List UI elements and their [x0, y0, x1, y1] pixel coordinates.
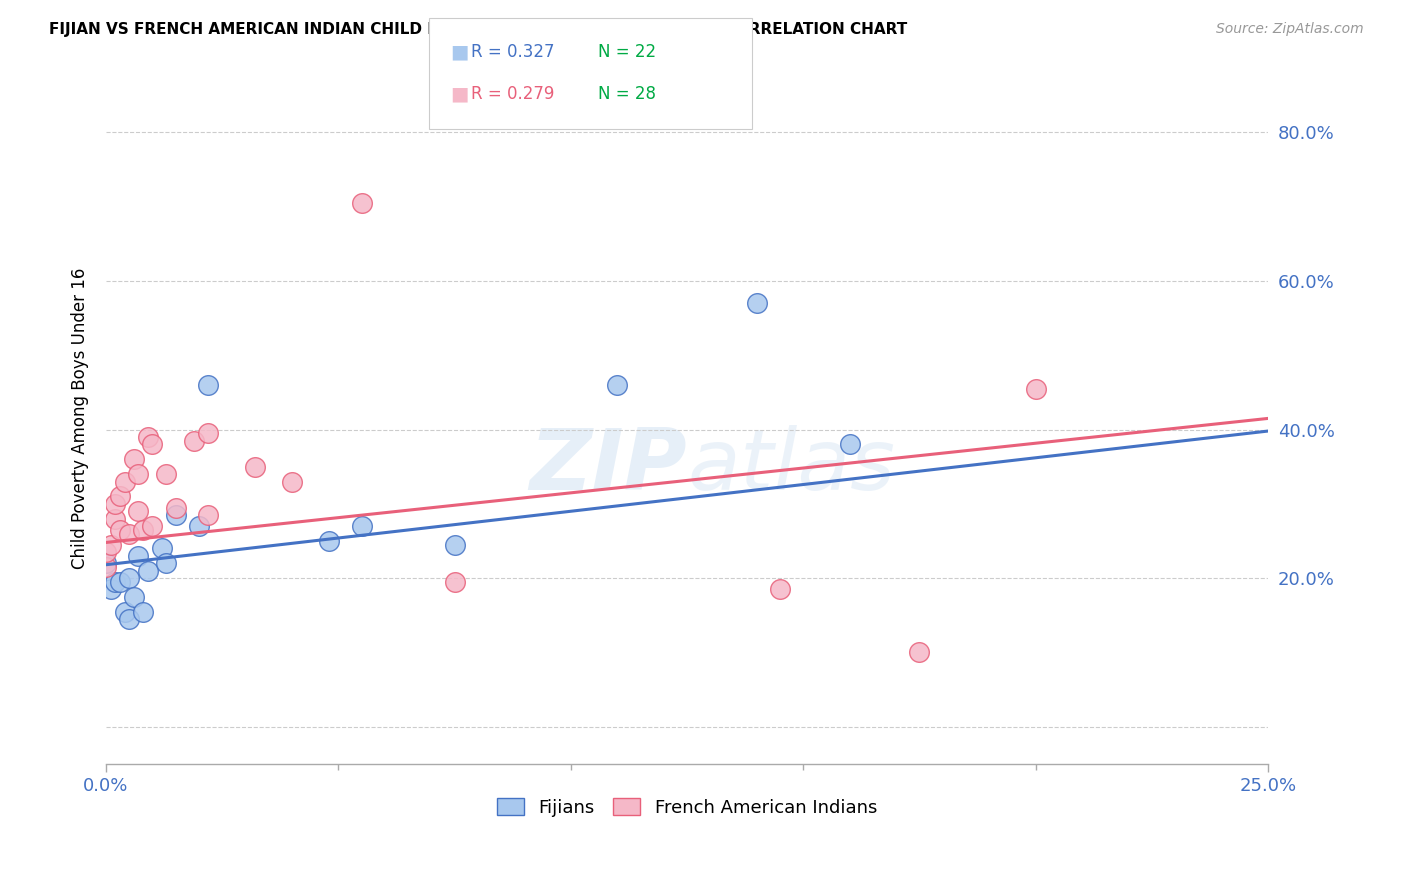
- Text: ■: ■: [450, 42, 468, 62]
- Point: [350, 519, 373, 533]
- Point: [141, 519, 163, 533]
- Point: [769, 582, 792, 597]
- Point: [155, 556, 177, 570]
- Point: [136, 430, 159, 444]
- Point: [122, 590, 145, 604]
- Point: [1025, 382, 1047, 396]
- Point: [136, 564, 159, 578]
- Point: [104, 574, 127, 589]
- Point: [183, 434, 205, 448]
- Point: [100, 582, 122, 597]
- Text: R = 0.279: R = 0.279: [471, 85, 554, 103]
- Point: [127, 549, 149, 563]
- Point: [114, 475, 136, 489]
- Point: [155, 467, 177, 482]
- Point: [187, 519, 209, 533]
- Point: [281, 475, 304, 489]
- Point: [443, 538, 465, 552]
- Point: [165, 508, 187, 522]
- Point: [150, 541, 173, 556]
- Point: [350, 196, 373, 211]
- Y-axis label: Child Poverty Among Boys Under 16: Child Poverty Among Boys Under 16: [72, 268, 89, 569]
- Point: [108, 490, 131, 504]
- Text: atlas: atlas: [688, 425, 896, 508]
- Point: [122, 452, 145, 467]
- Point: [94, 556, 117, 570]
- Point: [243, 459, 266, 474]
- Point: [132, 605, 155, 619]
- Point: [197, 508, 219, 522]
- Point: [108, 574, 131, 589]
- Point: [104, 497, 127, 511]
- Point: [94, 560, 117, 574]
- Text: Source: ZipAtlas.com: Source: ZipAtlas.com: [1216, 22, 1364, 37]
- Point: [132, 523, 155, 537]
- Point: [318, 533, 340, 548]
- Point: [127, 504, 149, 518]
- Point: [197, 378, 219, 392]
- Point: [118, 612, 141, 626]
- Point: [118, 526, 141, 541]
- Point: [165, 500, 187, 515]
- Point: [127, 467, 149, 482]
- Point: [118, 571, 141, 585]
- Text: ■: ■: [450, 84, 468, 103]
- Point: [443, 574, 465, 589]
- Point: [141, 437, 163, 451]
- Legend: Fijians, French American Indians: Fijians, French American Indians: [489, 791, 884, 824]
- Point: [108, 523, 131, 537]
- Text: N = 22: N = 22: [598, 43, 655, 61]
- Point: [838, 437, 860, 451]
- Text: ZIP: ZIP: [530, 425, 688, 508]
- Text: FIJIAN VS FRENCH AMERICAN INDIAN CHILD POVERTY AMONG BOYS UNDER 16 CORRELATION C: FIJIAN VS FRENCH AMERICAN INDIAN CHILD P…: [49, 22, 907, 37]
- Point: [908, 645, 931, 659]
- Point: [94, 545, 117, 559]
- Point: [104, 511, 127, 525]
- Point: [745, 296, 768, 310]
- Point: [197, 426, 219, 441]
- Point: [606, 378, 628, 392]
- Point: [100, 538, 122, 552]
- Text: N = 28: N = 28: [598, 85, 655, 103]
- Point: [114, 605, 136, 619]
- Text: R = 0.327: R = 0.327: [471, 43, 554, 61]
